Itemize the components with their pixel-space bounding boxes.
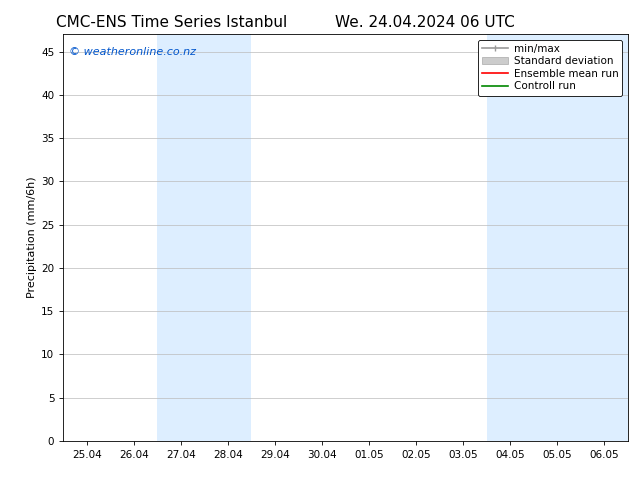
Y-axis label: Precipitation (mm/6h): Precipitation (mm/6h) [27, 177, 37, 298]
Legend: min/max, Standard deviation, Ensemble mean run, Controll run: min/max, Standard deviation, Ensemble me… [478, 40, 623, 96]
Text: © weatheronline.co.nz: © weatheronline.co.nz [69, 47, 196, 56]
Bar [486, 34, 534, 441]
Text: We. 24.04.2024 06 UTC: We. 24.04.2024 06 UTC [335, 15, 515, 30]
Bar [157, 34, 252, 441]
Text: CMC-ENS Time Series Istanbul: CMC-ENS Time Series Istanbul [56, 15, 287, 30]
Bar [534, 34, 628, 441]
